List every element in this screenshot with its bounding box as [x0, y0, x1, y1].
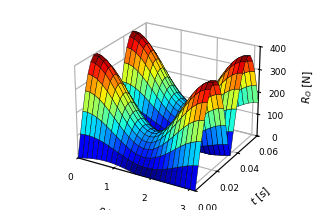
X-axis label: $\beta$ [rad]: $\beta$ [rad] [95, 205, 134, 210]
Y-axis label: $t$ [s]: $t$ [s] [248, 184, 274, 209]
